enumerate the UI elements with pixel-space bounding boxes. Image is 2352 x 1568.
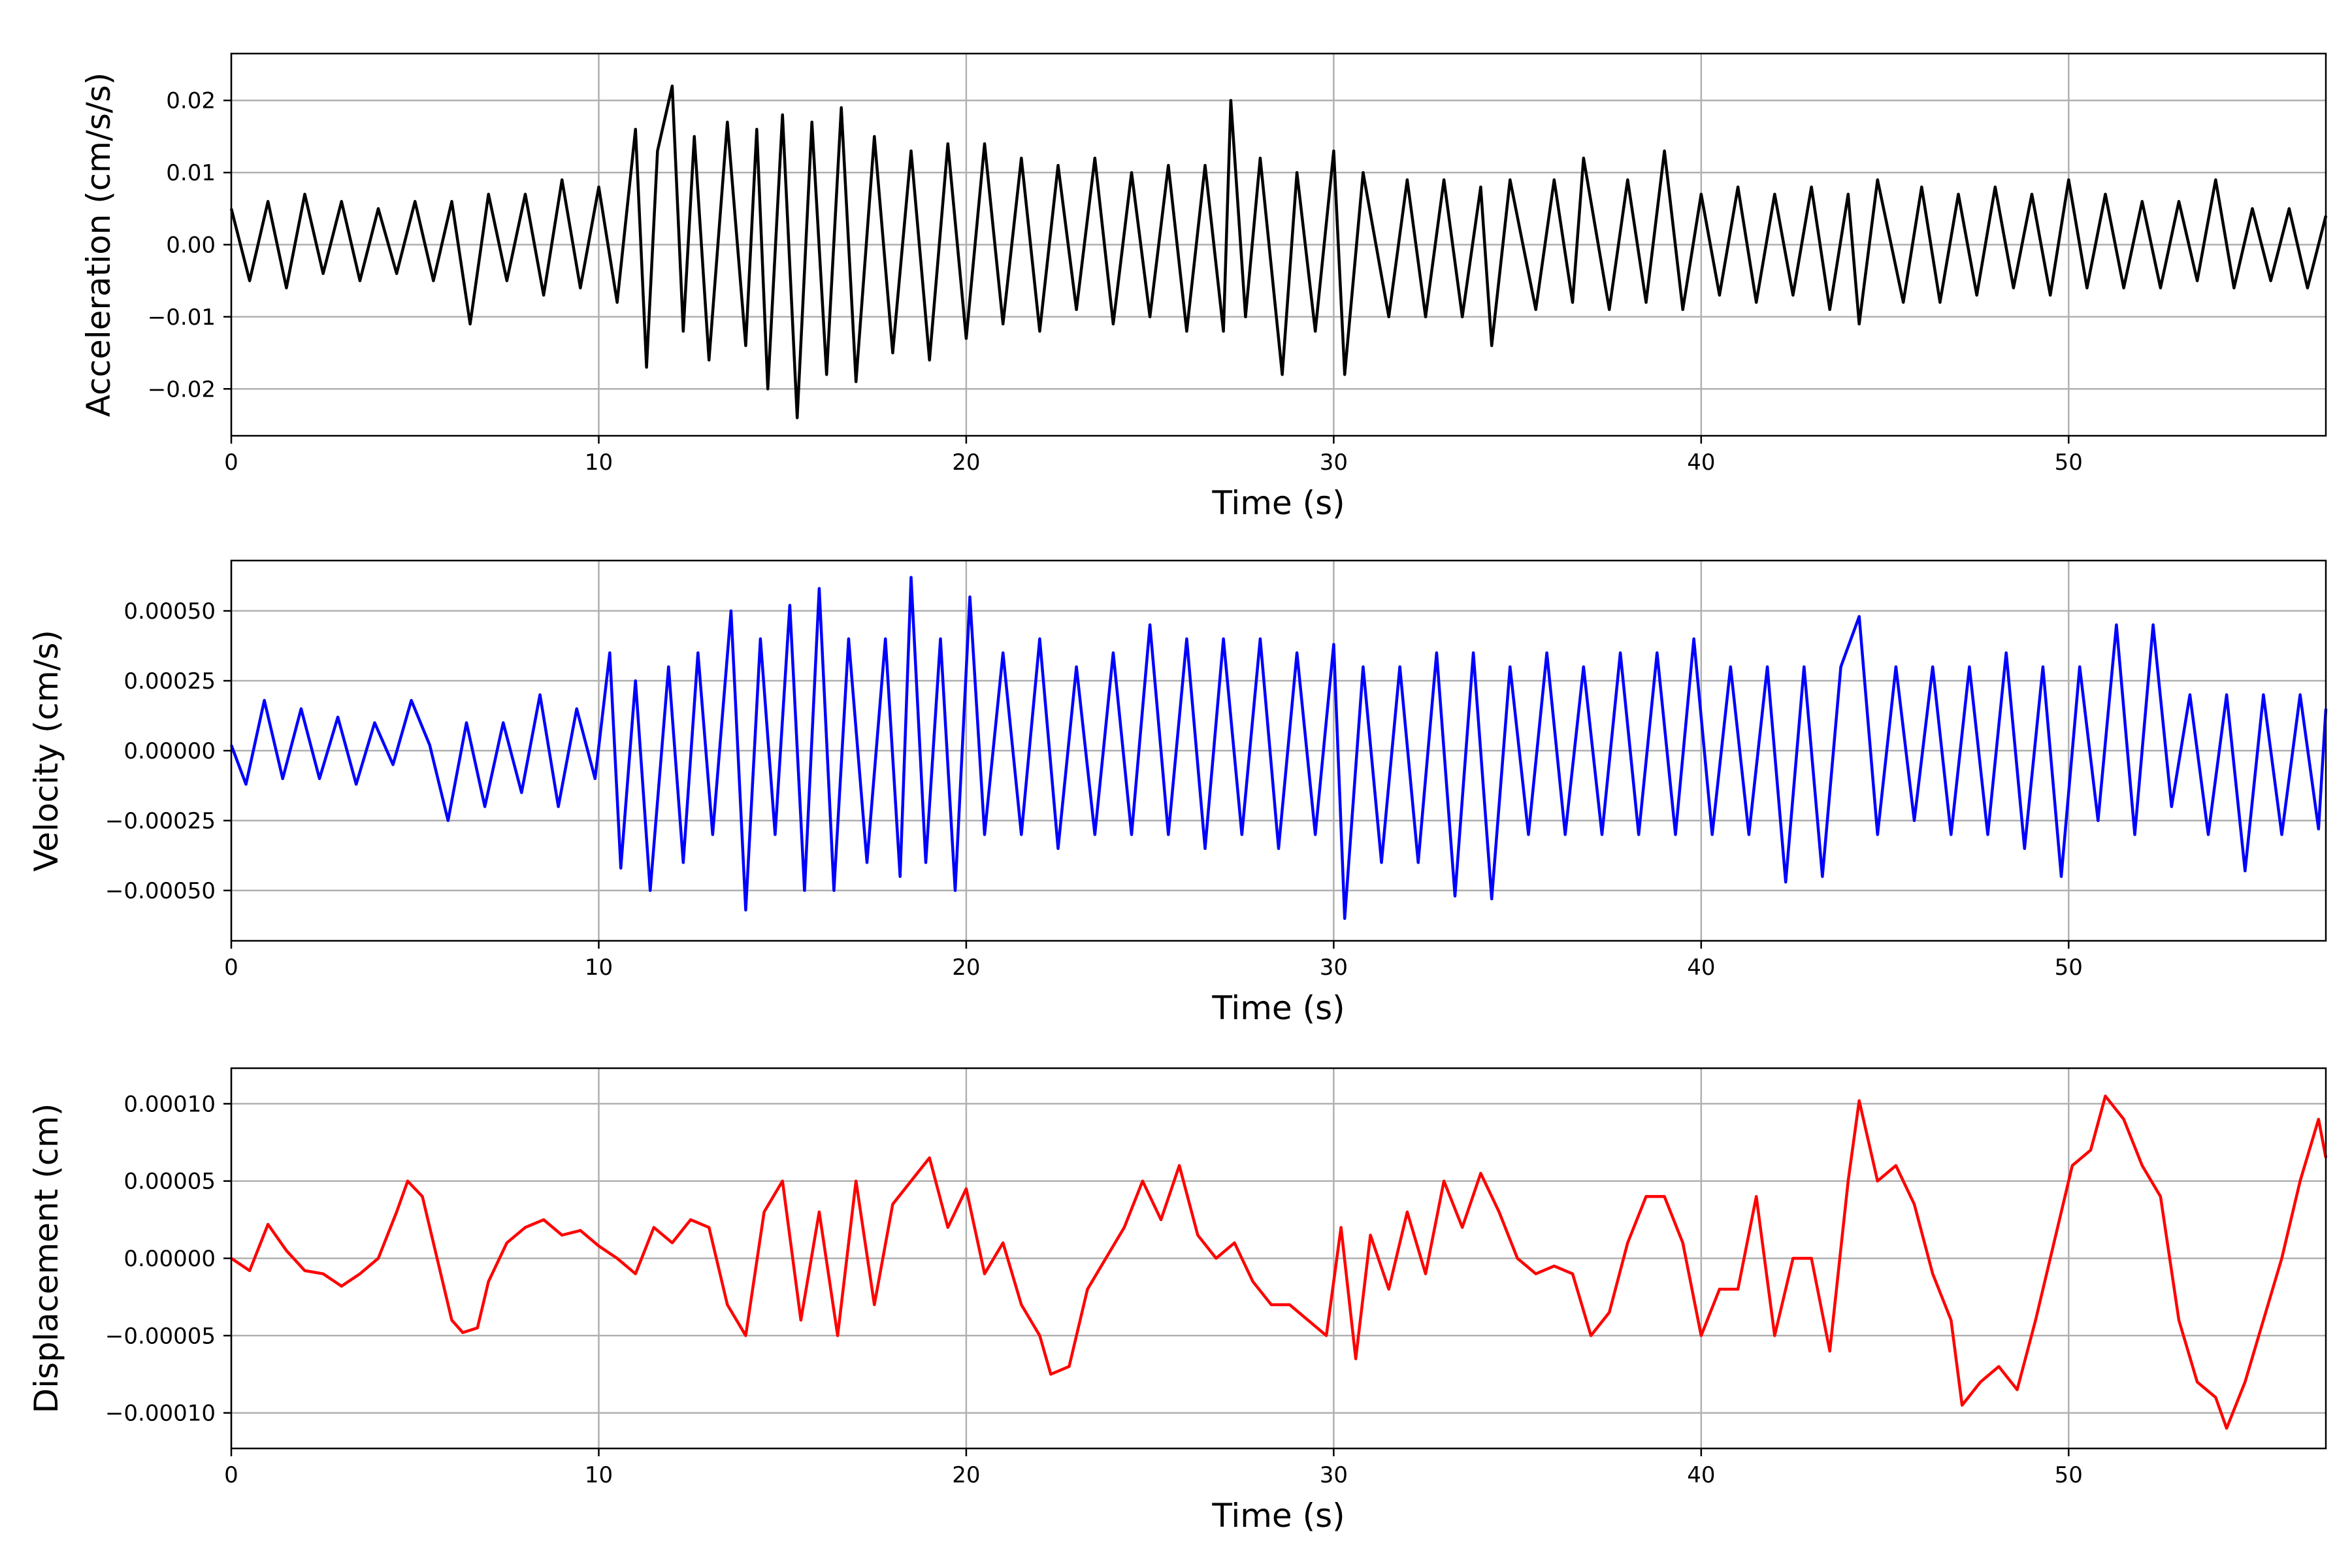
velocity-panel: 0 10 20 30 40 50 −0.00050 −0.00025 0.00000 0.0002… xyxy=(27,559,2328,1027)
displacement-x-tick-label: 40 xyxy=(1687,1462,1715,1488)
velocity-x-tick-label: 20 xyxy=(952,955,980,981)
acceleration-x-tick-label: 50 xyxy=(2055,449,2083,476)
acceleration-y-tick-label: 0.00 xyxy=(166,233,216,259)
acceleration-y-tick-label: −0.01 xyxy=(148,304,216,331)
velocity-y-tick-label: 0.00000 xyxy=(123,738,216,764)
acceleration-x-tick-label: 20 xyxy=(952,449,980,476)
displacement-x-tick-label: 20 xyxy=(952,1462,980,1488)
velocity-grid xyxy=(230,561,2326,941)
velocity-x-tick-label: 10 xyxy=(585,955,613,981)
acceleration-x-tick-label: 40 xyxy=(1687,449,1715,476)
acceleration-y-tick-label: −0.02 xyxy=(148,376,216,402)
displacement-x-tick-label: 50 xyxy=(2055,1462,2083,1488)
displacement-y-tick-label: 0.00005 xyxy=(123,1169,216,1195)
acceleration-x-axis-label: Time (s) xyxy=(1211,484,1345,522)
velocity-ticks: 0 10 20 30 40 50 −0.00050 −0.00025 0.00000 0.0002… xyxy=(105,598,2083,981)
displacement-grid xyxy=(230,1068,2326,1448)
acceleration-grid xyxy=(230,54,2326,436)
velocity-series-line xyxy=(229,576,2328,921)
displacement-y-axis-label: Displacement (cm) xyxy=(27,1103,65,1414)
acceleration-x-tick-label: 0 xyxy=(224,449,238,476)
acceleration-y-tick-label: 0.01 xyxy=(166,160,216,186)
acceleration-x-tick-label: 30 xyxy=(1320,449,1348,476)
displacement-x-tick-label: 10 xyxy=(585,1462,613,1488)
displacement-x-axis-label: Time (s) xyxy=(1211,1497,1345,1535)
acceleration-x-tick-label: 10 xyxy=(585,449,613,476)
displacement-y-tick-label: 0.00010 xyxy=(123,1091,216,1117)
displacement-y-tick-label: 0.00000 xyxy=(123,1246,216,1272)
acceleration-y-tick-label: 0.02 xyxy=(166,88,216,114)
acceleration-y-axis-label: Acceleration (cm/s/s) xyxy=(80,73,118,417)
velocity-x-tick-label: 40 xyxy=(1687,955,1715,981)
displacement-x-tick-label: 30 xyxy=(1320,1462,1348,1488)
acceleration-panel: 0 10 20 30 40 50 −0.02 −0.01 0.00 0.01 0.02 Time (… xyxy=(80,52,2328,522)
displacement-series-line xyxy=(230,1094,2328,1430)
velocity-x-tick-label: 30 xyxy=(1320,955,1348,981)
velocity-x-tick-label: 0 xyxy=(224,955,238,981)
velocity-y-tick-label: −0.00025 xyxy=(105,808,216,834)
velocity-x-axis-label: Time (s) xyxy=(1211,989,1345,1027)
displacement-panel: 0 10 20 30 40 50 −0.00010 −0.00005 0.00000 0.0000… xyxy=(27,1067,2328,1535)
acceleration-ticks: 0 10 20 30 40 50 −0.02 −0.01 0.00 0.01 0.02 xyxy=(148,88,2083,476)
velocity-x-tick-label: 50 xyxy=(2055,955,2083,981)
displacement-x-tick-label: 0 xyxy=(224,1462,238,1488)
displacement-ticks: 0 10 20 30 40 50 −0.00010 −0.00005 0.00000 0.0000… xyxy=(105,1091,2083,1488)
velocity-y-tick-label: −0.00050 xyxy=(105,878,216,904)
velocity-y-tick-label: 0.00050 xyxy=(123,598,216,625)
displacement-y-tick-label: −0.00010 xyxy=(105,1401,216,1427)
velocity-y-axis-label: Velocity (cm/s) xyxy=(27,630,65,872)
displacement-y-tick-label: −0.00005 xyxy=(105,1323,216,1349)
acceleration-series-line xyxy=(229,84,2328,419)
velocity-y-tick-label: 0.00025 xyxy=(123,668,216,694)
